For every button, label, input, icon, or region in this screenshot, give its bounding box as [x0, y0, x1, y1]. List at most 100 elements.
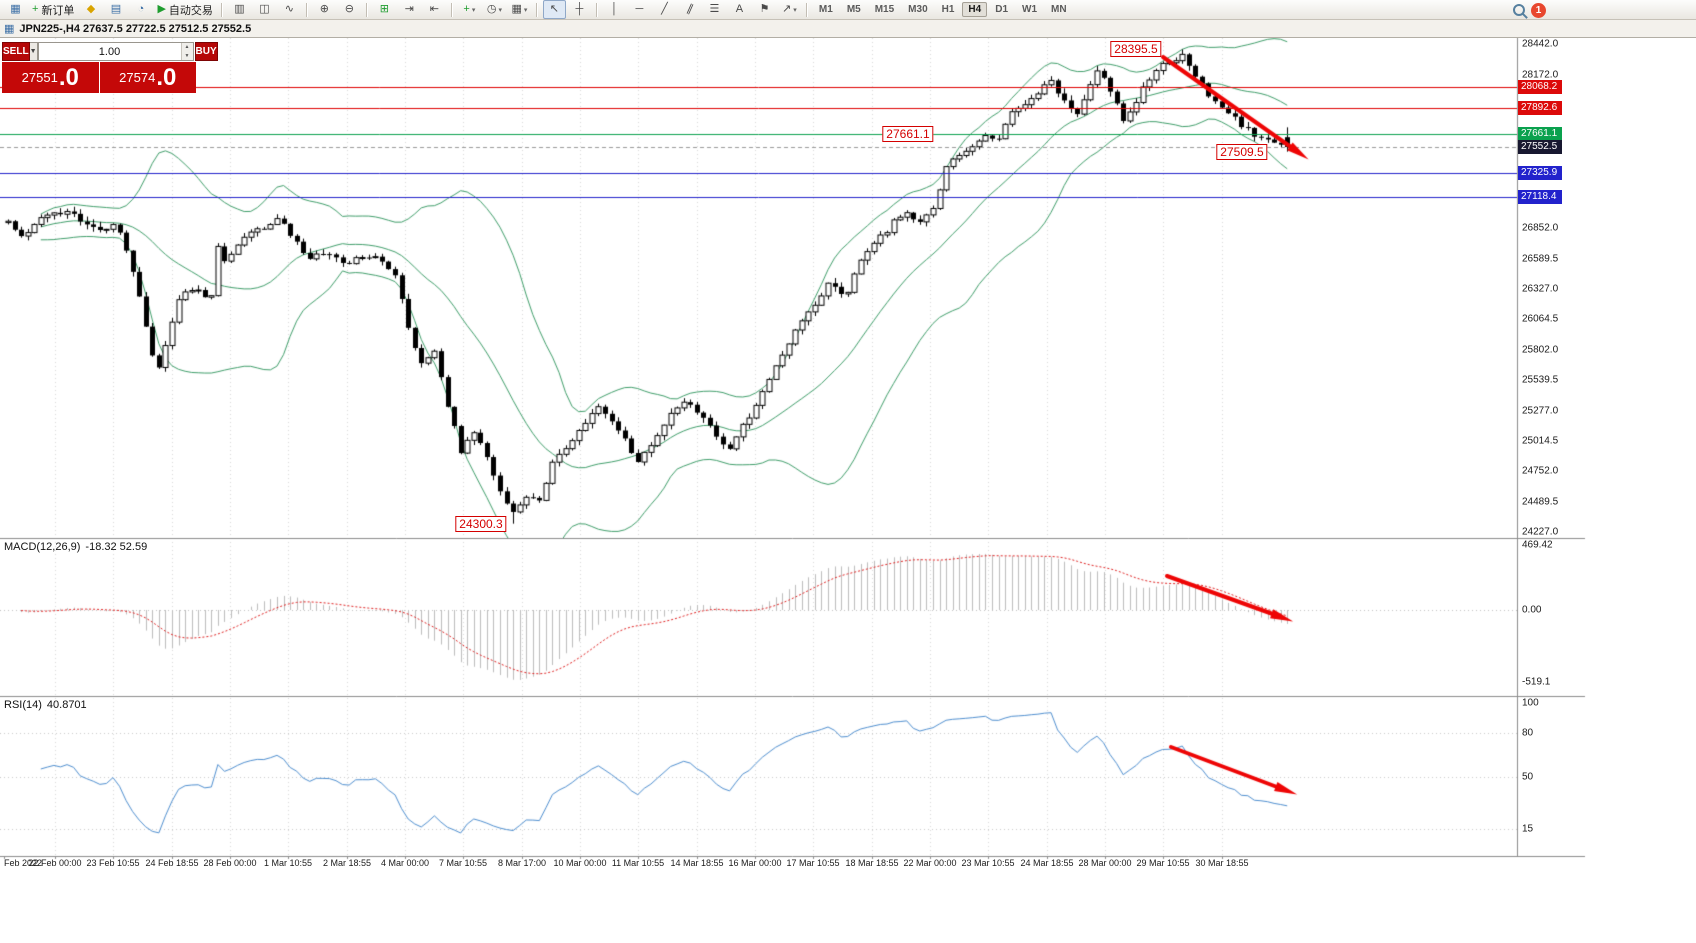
order-type-dropdown[interactable]: ▼ [29, 42, 38, 61]
arrow-icon: ↗ [782, 3, 792, 15]
buy-price-fraction: .0 [156, 63, 177, 91]
channel-button[interactable]: ∥ [678, 0, 701, 19]
arrows-button[interactable]: ↗ ▾ [778, 0, 801, 19]
timeframe-toolbar: M1 M5 M15 M30 H1 H4 D1 W1 MN [812, 2, 1074, 17]
volume-control: ▲ ▼ [37, 42, 194, 61]
toolbar-separator [595, 2, 598, 17]
horizontal-line-icon: ─ [635, 3, 644, 15]
timeframe-mn[interactable]: MN [1051, 4, 1067, 15]
toolbar-separator [220, 2, 223, 17]
templates-icon: ▦ [511, 3, 522, 15]
vertical-line-icon: │ [610, 3, 618, 15]
toolbar-separator [535, 2, 538, 17]
text-button[interactable]: A [728, 0, 751, 19]
new-order-button[interactable]: + 新订单 [29, 0, 77, 19]
zoom-out-icon: ⊖ [344, 3, 355, 15]
buy-button[interactable]: BUY [194, 42, 218, 61]
data-window-icon: ◔ [137, 3, 145, 15]
one-click-trading-panel: SELL ▼ ▲ ▼ BUY 27551.0 27574.0 [2, 42, 218, 93]
timeframe-h1[interactable]: H1 [941, 4, 955, 15]
chart-canvas[interactable] [0, 38, 1696, 943]
label-button[interactable]: ⚑ [753, 0, 776, 19]
zoom-out-button[interactable]: ⊖ [338, 0, 361, 19]
candlestick-icon: ◫ [259, 3, 270, 15]
timeframe-m30[interactable]: M30 [908, 4, 928, 15]
dropdown-arrow-icon: ▾ [471, 6, 476, 14]
toolbar-button-groups: ▦ + 新订单 ◆ ▤ ◔ ▶ 自动交易 ▥ ◫ ∿ ⊕ ⊖ ⊞ ⇥ ⇤ + ▾ ◷ ▾ ▦ ▾ ↖ ┼ │ ─ ╱ ∥ ☰ A ⚑ ↗ ▾ [3, 0, 802, 19]
toolbar-separator [365, 2, 368, 17]
dropdown-arrow-icon: ▾ [498, 6, 502, 14]
line-chart-icon: ∿ [284, 3, 295, 15]
toolbar-right-group: 1 [1513, 2, 1546, 18]
buy-price: 27574 [119, 70, 156, 85]
timeframe-h4[interactable]: H4 [962, 2, 988, 17]
fibonacci-button[interactable]: ☰ [703, 0, 726, 19]
bar-chart-icon: ▥ [234, 3, 245, 15]
cursor-icon: ↖ [549, 3, 560, 15]
chart-shift-button[interactable]: ⇤ [423, 0, 446, 19]
horizontal-line-button[interactable]: ─ [628, 0, 651, 19]
line-chart-button[interactable]: ∿ [278, 0, 301, 19]
new-order-button-label: 新订单 [41, 4, 75, 17]
chevron-down-icon: ▼ [29, 48, 37, 55]
search-icon [1513, 4, 1525, 16]
chart-window-button[interactable]: ▦ [4, 0, 27, 19]
autotrading-button-label: 自动交易 [168, 4, 213, 17]
sell-price-fraction: .0 [58, 63, 79, 91]
fibonacci-icon: ☰ [709, 3, 720, 15]
crosshair-button[interactable]: ┼ [568, 0, 591, 19]
tile-windows-icon: ⊞ [379, 3, 390, 15]
notification-badge[interactable]: 1 [1531, 2, 1546, 18]
buy-price-display[interactable]: 27574.0 [99, 62, 196, 93]
sell-price: 27551 [21, 70, 58, 85]
vertical-line-button[interactable]: │ [603, 0, 626, 19]
timeframe-w1[interactable]: W1 [1022, 4, 1038, 15]
new-order-icon: + [32, 3, 39, 15]
volume-input[interactable] [38, 43, 181, 60]
dropdown-arrow-icon: ▾ [523, 6, 528, 14]
trendline-icon: ╱ [661, 3, 668, 15]
data-window-button[interactable]: ◔ [129, 0, 152, 19]
sell-price-display[interactable]: 27551.0 [2, 62, 100, 93]
chart-titlebar: ▦ JPN225-,H4 27637.5 27722.5 27512.5 275… [0, 20, 1696, 38]
autotrading-button[interactable]: ▶ 自动交易 [154, 0, 215, 19]
chart-window-icon: ▦ [4, 23, 15, 35]
auto-scroll-icon: ⇥ [404, 3, 415, 15]
trade-prices-row: 27551.0 27574.0 [2, 62, 196, 93]
zoom-in-button[interactable]: ⊕ [313, 0, 336, 19]
market-watch-icon: ▤ [110, 3, 122, 15]
trendline-button[interactable]: ╱ [653, 0, 676, 19]
metaeditor-button[interactable]: ◆ [79, 0, 102, 19]
timeframe-d1[interactable]: D1 [995, 4, 1009, 15]
templates-button[interactable]: ▦ ▾ [508, 0, 531, 19]
volume-decrease-button[interactable]: ▼ [184, 52, 190, 59]
search-button[interactable] [1513, 2, 1525, 18]
market-watch-button[interactable]: ▤ [104, 0, 127, 19]
main-toolbar: ▦ + 新订单 ◆ ▤ ◔ ▶ 自动交易 ▥ ◫ ∿ ⊕ ⊖ ⊞ ⇥ ⇤ + ▾ ◷ ▾ ▦ ▾ ↖ ┼ │ ─ ╱ ∥ ☰ A ⚑ ↗ ▾ M… [0, 0, 1696, 20]
candlestick-chart-button[interactable]: ◫ [253, 0, 276, 19]
timeframe-m1[interactable]: M1 [818, 4, 833, 15]
volume-spinner: ▲ ▼ [180, 43, 193, 60]
toolbar-separator [450, 2, 453, 17]
channel-icon: ∥ [684, 2, 695, 16]
timeframe-m15[interactable]: M15 [874, 4, 895, 15]
text-icon: A [735, 3, 744, 15]
tile-windows-button[interactable]: ⊞ [373, 0, 396, 19]
periods-button[interactable]: ◷ ▾ [483, 0, 506, 19]
bar-chart-button[interactable]: ▥ [228, 0, 251, 19]
timeframe-m5[interactable]: M5 [846, 4, 861, 15]
cursor-button[interactable]: ↖ [542, 0, 566, 19]
chart-window-icon: ▦ [10, 3, 21, 15]
volume-increase-button[interactable]: ▲ [184, 44, 190, 50]
toolbar-separator [805, 2, 808, 17]
clock-icon: ◷ [486, 3, 497, 15]
toolbar-separator [305, 2, 308, 17]
sell-button[interactable]: SELL [2, 42, 30, 61]
play-icon: ▶ [157, 3, 166, 15]
chart-shift-icon: ⇤ [429, 3, 440, 15]
diamond-icon: ◆ [86, 3, 96, 15]
new-chart-icon: + [463, 3, 470, 15]
auto-scroll-button[interactable]: ⇥ [398, 0, 421, 19]
new-chart-button[interactable]: + ▾ [458, 0, 481, 19]
